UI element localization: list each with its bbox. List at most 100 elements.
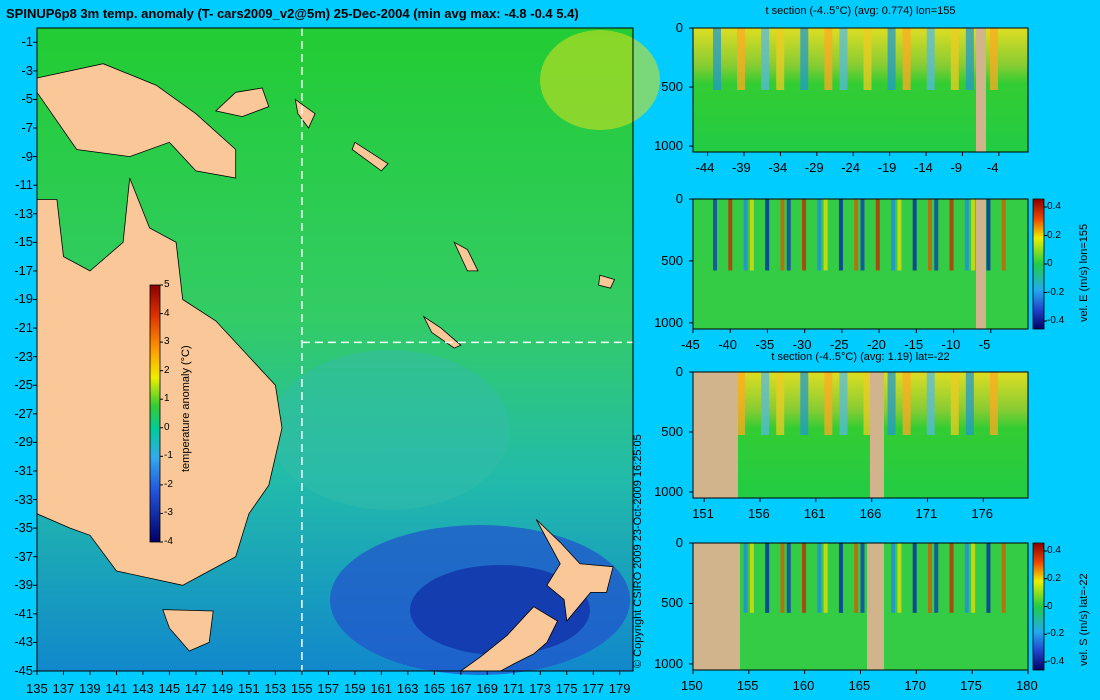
- section-frame: [692, 27, 1029, 153]
- section-streak: [713, 28, 721, 90]
- new-britain-land: [214, 87, 270, 118]
- section-xtick-label: -24: [841, 160, 860, 175]
- section-panel-1: [689, 27, 1029, 156]
- section-streak: [743, 543, 748, 613]
- panel1-title: t section (-4..5°C) (avg: 0.774) lon=155: [765, 5, 956, 17]
- section-streak: [839, 372, 848, 435]
- section-streak: [950, 372, 959, 435]
- section-ytick-label: 1000: [654, 655, 683, 671]
- map-xtick-label: 167: [449, 681, 472, 696]
- section-xtick-label: 165: [848, 678, 871, 693]
- map-xtick-label: 157: [317, 681, 340, 696]
- section-ytick-label: 0: [675, 364, 683, 379]
- section-ytick-label: 0: [675, 20, 683, 35]
- section-streak: [875, 199, 880, 271]
- vel-s-colorbar-label: vel. S (m/s) lat=-22: [1078, 573, 1090, 666]
- map-xtick-label: 139: [78, 681, 101, 696]
- map-frame: [36, 27, 634, 672]
- section-xtick-label: -25: [829, 337, 849, 352]
- temp-colorbar: [149, 284, 161, 543]
- map-ytick-label: -21: [14, 320, 33, 336]
- section-streak: [761, 372, 770, 435]
- section-streak: [934, 199, 939, 271]
- map-xtick-label: 151: [237, 681, 260, 696]
- map-ytick-label: -15: [14, 234, 33, 250]
- section-streak: [780, 543, 785, 613]
- temp-colorbar-tick-label: 4: [164, 307, 170, 319]
- section-streak: [887, 28, 896, 90]
- map-xtick-label: 179: [608, 681, 631, 696]
- section-xtick-label: -20: [867, 337, 886, 352]
- section-xtick-label: -19: [877, 160, 897, 175]
- map-ytick-label: -1: [21, 34, 33, 50]
- map-ytick-label: -5: [21, 91, 33, 107]
- section-xtick-label: -39: [731, 160, 751, 175]
- section-land: [693, 372, 738, 498]
- new-caledonia-land: [422, 315, 462, 349]
- map-ytick-label: -3: [21, 62, 33, 78]
- section-streak: [743, 199, 748, 271]
- section-streak: [838, 199, 843, 271]
- section-streak: [824, 372, 833, 435]
- section-xtick-label: 180: [1016, 678, 1038, 693]
- section-land: [693, 543, 740, 670]
- section-streak: [926, 372, 935, 435]
- panel3-title: t section (-4..5°C) (avg: 1.19) lat=-22: [771, 351, 950, 363]
- map-xtick-label: 155: [290, 681, 313, 696]
- section-xtick-label: 156: [748, 506, 770, 521]
- section-ytick-label: 1000: [654, 138, 683, 154]
- section-xtick-label: -10: [941, 337, 961, 352]
- section-streak: [765, 199, 770, 271]
- velocity-colorbar: [1032, 542, 1045, 671]
- section-streak: [902, 28, 911, 90]
- section-streak: [986, 543, 991, 613]
- section-streak: [902, 372, 911, 435]
- section-streak: [989, 372, 998, 435]
- vel-e-colorbar-label: vel. E (m/s) lon=155: [1078, 223, 1090, 322]
- map-xtick-label: 141: [105, 681, 128, 696]
- section-streak: [776, 28, 785, 90]
- bougainville-land: [294, 98, 316, 129]
- map-ytick-label: -29: [14, 434, 33, 450]
- tasmania-land: [162, 609, 214, 652]
- section-ytick-label: 1000: [654, 484, 683, 499]
- velocity-colorbar-tick-label: 0.2: [1047, 229, 1061, 241]
- temp-colorbar-tick-label: 2: [164, 364, 170, 376]
- section-streak: [912, 543, 917, 613]
- fiji-land: [598, 274, 616, 289]
- section-panel-4: [689, 542, 1047, 674]
- vanuatu-land: [453, 241, 479, 272]
- section-streak: [802, 543, 807, 613]
- section-streak: [737, 372, 746, 435]
- section-streak: [986, 199, 991, 271]
- solomon-islands-land: [351, 141, 389, 172]
- map-xtick-label: 137: [52, 681, 75, 696]
- velocity-colorbar-tick-label: 0: [1047, 600, 1053, 612]
- section-streak: [824, 28, 833, 90]
- section-xtick-label: -9: [950, 160, 963, 175]
- velocity-colorbar: [1032, 198, 1045, 330]
- map-xtick-label: 163: [396, 681, 419, 696]
- temp-colorbar-tick-label: 0: [164, 421, 170, 433]
- section-streak: [965, 28, 974, 90]
- section-xtick-label: 155: [736, 678, 759, 693]
- map-ytick-label: -25: [14, 377, 33, 393]
- section-streak: [713, 199, 717, 271]
- section-streak: [800, 372, 809, 435]
- section-xtick-label: -30: [792, 337, 812, 352]
- new-zealand-north-island: [535, 519, 614, 622]
- section-streak: [965, 372, 974, 435]
- velocity-colorbar-tick-label: -0.4: [1047, 315, 1065, 326]
- section-streak: [863, 372, 872, 435]
- section-land: [976, 28, 986, 152]
- map-ytick-label: -11: [15, 177, 33, 193]
- map-xtick-label: 161: [370, 681, 393, 696]
- section-streak: [887, 372, 896, 435]
- section-streak: [765, 543, 770, 613]
- section-frame: [692, 371, 1029, 499]
- warm-anomaly-region: [540, 30, 660, 130]
- section-frame: [692, 198, 1029, 330]
- map-xtick-label: 145: [158, 681, 181, 696]
- map-ytick-label: -39: [14, 577, 33, 593]
